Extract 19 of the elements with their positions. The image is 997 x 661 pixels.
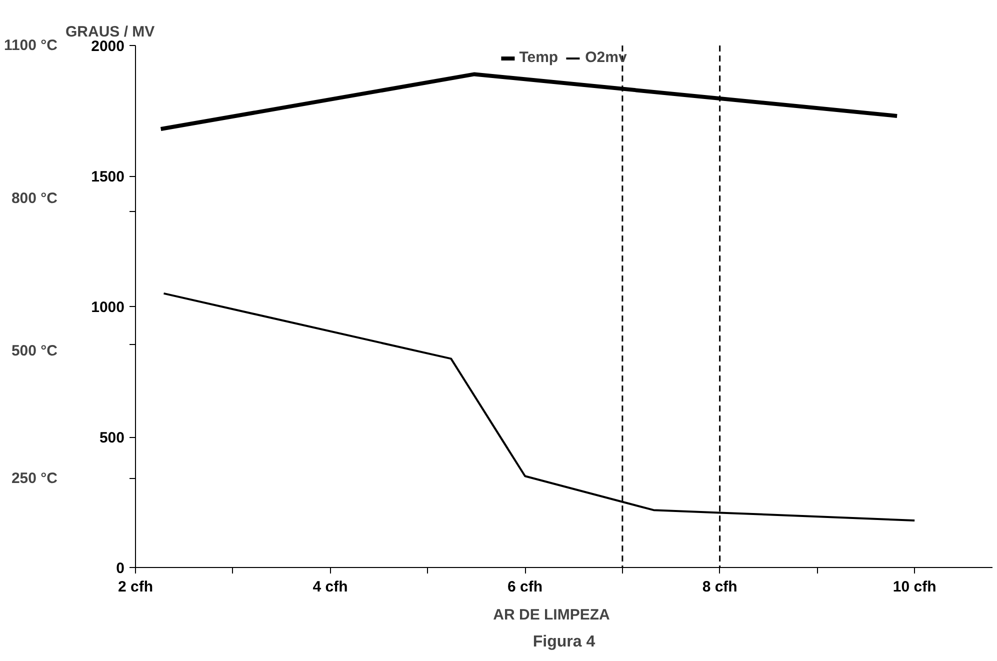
x-tick-label: 10 cfh (892, 578, 936, 596)
y2-tick-label: 1100 °C (4, 37, 58, 54)
legend-label: O2mv (585, 49, 627, 66)
y-tick-label: 1500 (91, 168, 125, 186)
y2-tick-label: 800 °C (11, 190, 58, 207)
y-tick-label: 1000 (91, 299, 125, 316)
y2-tick-label: 250 °C (11, 470, 58, 487)
x-tick-label: 8 cfh (702, 578, 738, 596)
y-tick-label: 500 (99, 430, 125, 446)
x-tick-label: 4 cfh (312, 578, 348, 596)
y-tick-label: 2000 (91, 38, 125, 55)
x-tick-label: 2 cfh (118, 578, 154, 596)
legend-label: Temp (519, 49, 558, 66)
x-tick-label: 6 cfh (508, 578, 543, 596)
y-tick-label: 0 (116, 560, 124, 577)
y2-tick-label: 500 °C (11, 342, 58, 360)
text: Figura 4 (532, 634, 596, 650)
x-axis-title: AR DE LIMPEZA (493, 606, 610, 624)
y-axis-title: GRAUS / MV (66, 24, 155, 40)
